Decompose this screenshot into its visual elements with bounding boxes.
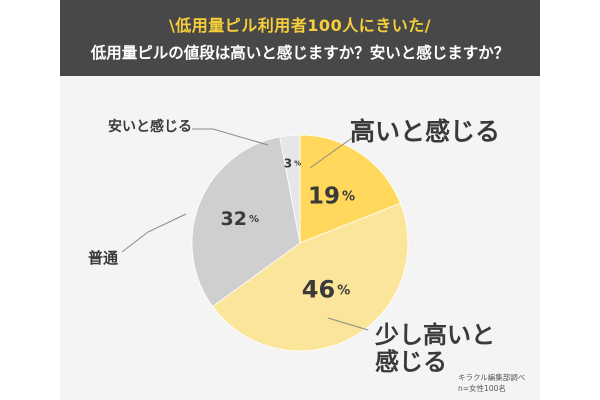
- leader-lines: [121, 128, 369, 331]
- percent-label: 3%: [284, 156, 301, 170]
- header-subtitle: \低用量ピル利用者100人にきいた/: [168, 16, 432, 35]
- source-credit: キラクル編集部調べ n=女性100名: [458, 372, 525, 394]
- pie-chart: 19 % 高いと感じる 46 % 少し高いと感じる 32 % 普通 3 % 安いと感じる: [88, 117, 500, 376]
- percent-label: 32%: [221, 208, 259, 230]
- credit-line-2: n=女性100名: [458, 384, 506, 393]
- pie-slices: [191, 134, 409, 352]
- leader-line: [309, 137, 353, 169]
- pie-slice: [191, 136, 301, 308]
- leader-line: [327, 317, 369, 331]
- category-label: 高いと感じる: [350, 117, 500, 146]
- category-label: 普通: [88, 249, 118, 267]
- infographic-frame: \低用量ピル利用者100人にきいた/ 低用量ピルの値段は高いと感じますか？安いと…: [60, 0, 540, 400]
- category-label: 安いと感じる: [108, 118, 192, 135]
- percent-label: 19%: [308, 183, 355, 209]
- chart-labels: 19 % 高いと感じる 46 % 少し高いと感じる 32 % 普通 3 % 安いと感じる: [88, 117, 500, 376]
- percent-label: 46%: [302, 275, 350, 303]
- header-title: 低用量ピルの値段は高いと感じますか？安いと感じますか？: [90, 44, 510, 62]
- pie-slice: [212, 202, 409, 352]
- header-banner: \低用量ピル利用者100人にきいた/ 低用量ピルの値段は高いと感じますか？安いと…: [60, 0, 540, 76]
- pie-slice: [279, 134, 301, 244]
- leader-line: [192, 128, 269, 146]
- leader-line: [121, 213, 187, 253]
- category-label: 少し高いと感じる: [374, 321, 495, 376]
- credit-line-1: キラクル編集部調べ: [458, 373, 526, 382]
- pie-slice: [299, 134, 401, 244]
